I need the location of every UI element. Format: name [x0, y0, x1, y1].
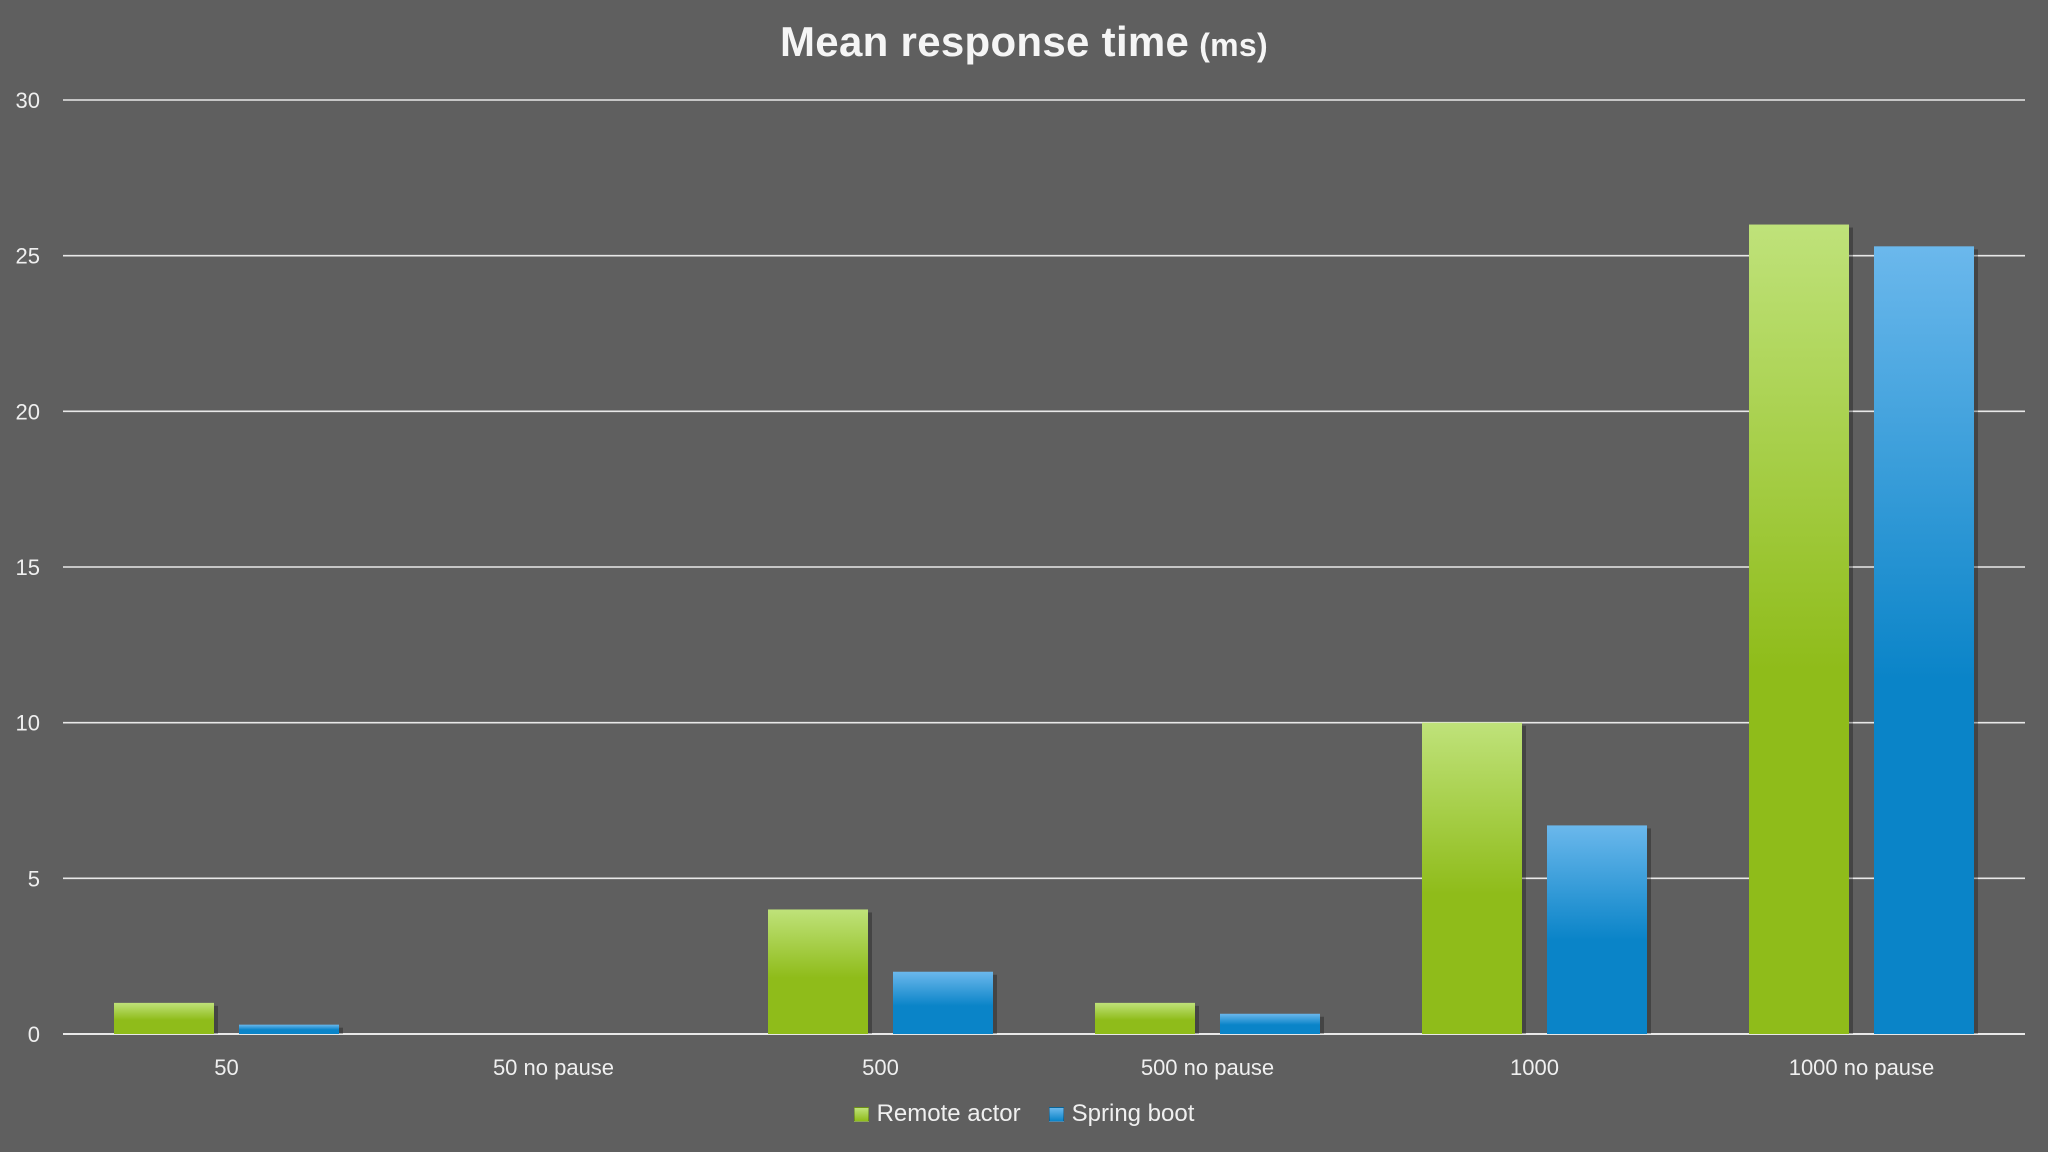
y-tick-label: 25: [16, 244, 40, 269]
bars: [114, 224, 1978, 1035]
bar-remote-actor-500-no-pause: [1095, 1002, 1195, 1034]
x-tick-label: 1000 no pause: [1789, 1055, 1935, 1080]
legend-label: Remote actor: [876, 1100, 1021, 1127]
bar-remote-actor-1000: [1422, 722, 1522, 1034]
x-tick-label: 500: [862, 1055, 899, 1080]
y-tick-label: 0: [28, 1022, 40, 1047]
y-tick-label: 5: [28, 866, 40, 891]
x-tick-label: 500 no pause: [1141, 1055, 1274, 1080]
legend-label: Spring boot: [1071, 1100, 1195, 1127]
gridlines: [63, 99, 2025, 1035]
x-axis-ticks: 50 50 no pause 500 500 no pause 1000 1000 no …: [214, 1055, 1934, 1080]
x-tick-label: 50: [214, 1055, 238, 1080]
y-tick-label: 30: [16, 88, 40, 113]
chart-title-text: Mean response time: [780, 18, 1190, 65]
legend-item: Remote actor: [853, 1100, 1021, 1128]
legend-swatch: [853, 1106, 869, 1122]
y-tick-label: 20: [16, 399, 40, 424]
bar-spring-boot-50: [239, 1024, 339, 1034]
bar-remote-actor-1000-no-pause: [1749, 224, 1849, 1035]
legend-item: Spring boot: [1048, 1100, 1195, 1128]
bar-spring-boot-500-no-pause: [1220, 1013, 1320, 1034]
y-tick-label: 15: [16, 555, 40, 580]
legend-swatch: [1048, 1106, 1064, 1122]
bar-spring-boot-500: [893, 971, 993, 1034]
bar-remote-actor-500: [768, 909, 868, 1034]
bar-spring-boot-1000: [1547, 825, 1647, 1034]
y-axis-ticks: 0 5 10 15 20 25 30: [16, 88, 40, 1047]
chart-title-unit: (ms): [1199, 27, 1268, 63]
bar-spring-boot-1000-no-pause: [1874, 246, 1974, 1034]
y-tick-label: 10: [16, 711, 40, 736]
x-tick-label: 50 no pause: [493, 1055, 614, 1080]
bar-remote-actor-50: [114, 1002, 214, 1034]
chart-title: Mean response time (ms): [0, 18, 2048, 66]
x-tick-label: 1000: [1510, 1055, 1559, 1080]
legend: Remote actor Spring boot: [0, 1100, 2048, 1129]
